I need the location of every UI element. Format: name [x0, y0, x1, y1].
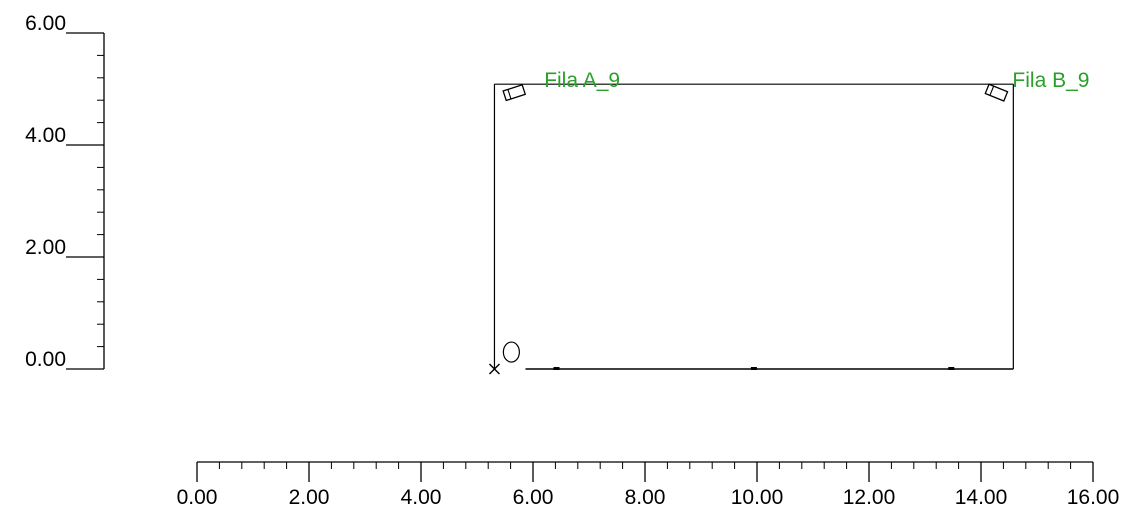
luminaire-body: [984, 83, 1009, 102]
origin-x-marker: [488, 363, 500, 375]
x-tick-label: 16.00: [1067, 486, 1120, 509]
luminaire-divider: [989, 85, 995, 96]
x-tick-label: 12.00: [843, 486, 896, 509]
floor-mark: [948, 367, 955, 370]
x-tick-label: 8.00: [625, 486, 666, 509]
y-axis: 0.00 2.00 4.00 6.00: [25, 12, 105, 371]
x-tick-label: 4.00: [401, 486, 442, 509]
x-tick-label: 10.00: [731, 486, 784, 509]
fixtures: Fila A_9 Fila B_9: [502, 69, 1089, 102]
floor-mark: [553, 367, 560, 370]
luminaire-body: [502, 83, 527, 102]
luminaire-icon: [502, 83, 527, 102]
luminaire-divider: [507, 89, 512, 100]
x-axis: 0.00 2.00 4.00 6.00 8.00 10.00 12.00 14.00 16.00: [177, 461, 1120, 509]
ellipse-marker: [502, 341, 520, 363]
x-tick-label: 6.00: [513, 486, 554, 509]
luminaire-icon: [984, 83, 1009, 102]
room-outline: [488, 83, 1014, 375]
y-tick-label: 2.00: [25, 236, 66, 259]
x-tick-label: 2.00: [289, 486, 330, 509]
x-tick-label: 14.00: [955, 486, 1008, 509]
floor-mark: [750, 367, 757, 370]
y-tick-label: 6.00: [25, 12, 66, 35]
y-tick-label: 0.00: [25, 348, 66, 371]
x-tick-label: 0.00: [177, 486, 218, 509]
y-tick-label: 4.00: [25, 124, 66, 147]
fixture-label: Fila B_9: [1012, 69, 1089, 92]
fixture-label: Fila A_9: [544, 69, 620, 92]
